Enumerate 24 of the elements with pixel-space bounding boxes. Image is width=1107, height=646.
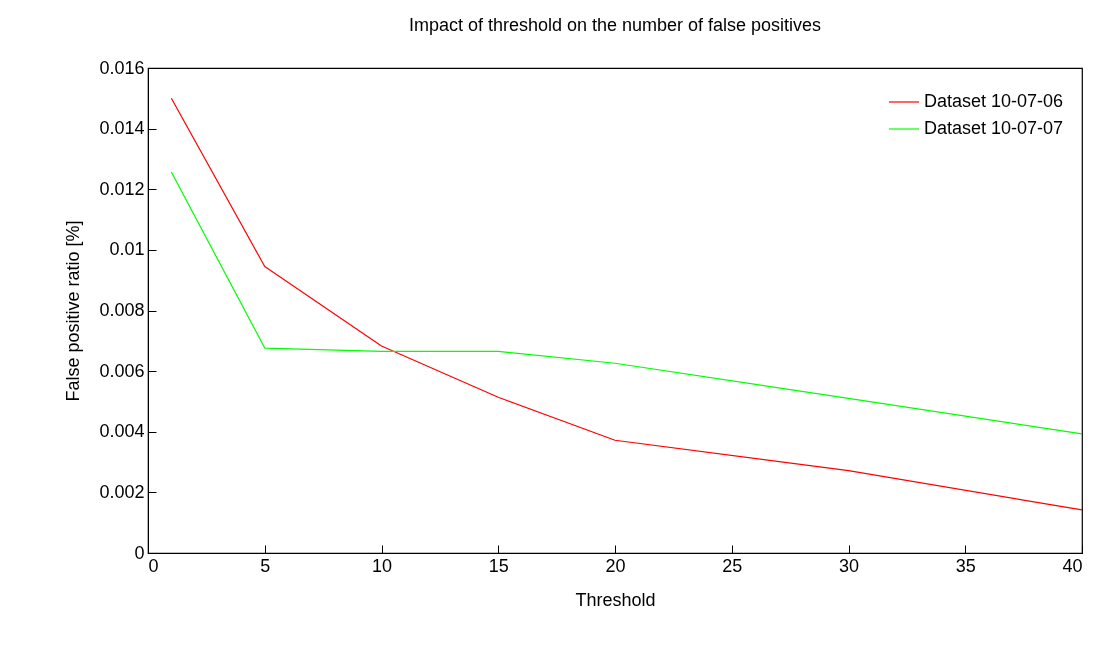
y-tick-label: 0.002	[99, 481, 145, 502]
x-tick-label: 10	[371, 555, 393, 576]
x-axis-title: Threshold	[575, 589, 656, 610]
x-tick-label: 25	[722, 555, 743, 576]
y-tick-label: 0.004	[99, 421, 145, 442]
y-tick-label: 0.016	[99, 57, 145, 78]
y-tick-label: 0.008	[99, 300, 145, 320]
legend-label: Dataset 10-07-07	[924, 118, 1064, 138]
y-tick-label: 0.012	[99, 178, 145, 199]
x-tick-label: 5	[260, 555, 271, 576]
x-tick-label: 15	[488, 555, 509, 576]
y-tick-label: 0.006	[99, 360, 145, 381]
y-tick-label: 0	[134, 542, 145, 563]
line-series	[170, 171, 1083, 435]
chart-title: Impact of threshold on the number of false positives	[408, 15, 822, 35]
x-tick-label: 20	[605, 555, 626, 576]
y-tick-label: 0.014	[99, 118, 145, 139]
x-tick-label: 30	[838, 555, 860, 576]
x-tick-label: 0	[148, 555, 159, 576]
y-tick-label: 0.01	[109, 239, 145, 260]
y-axis-title: False positive ratio [%]	[63, 220, 84, 402]
legend-label: Dataset 10-07-06	[924, 91, 1064, 111]
x-tick-label: 35	[955, 555, 976, 576]
x-tick-label: 40	[1062, 555, 1083, 576]
